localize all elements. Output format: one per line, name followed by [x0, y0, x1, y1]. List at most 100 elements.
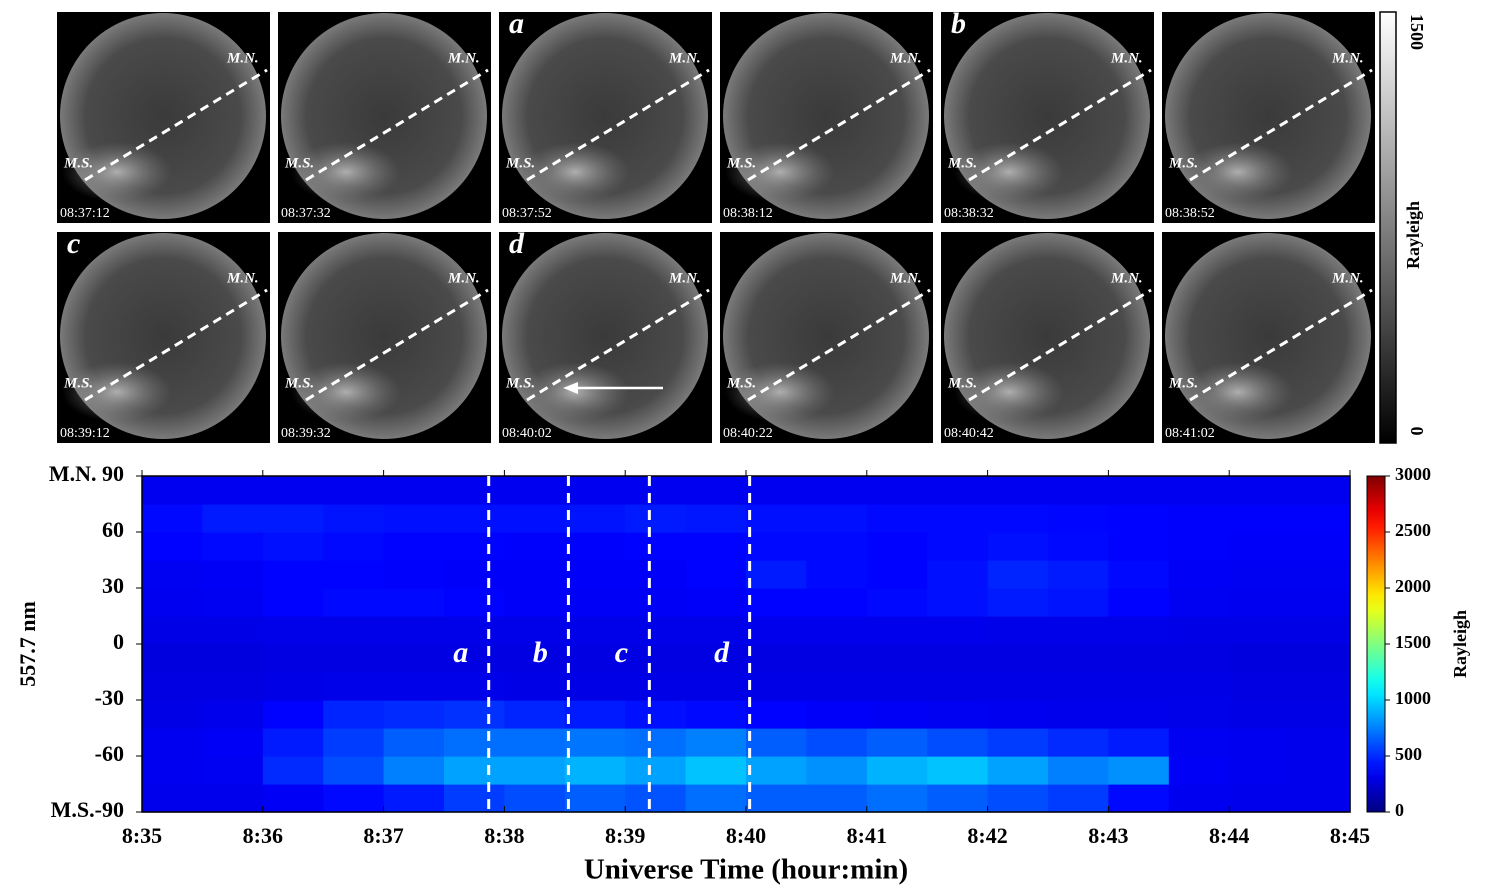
- south-label: M.S.: [726, 375, 756, 391]
- heat-cell: [806, 616, 868, 645]
- heat-cell: [806, 756, 868, 785]
- heat-cell: [323, 700, 385, 729]
- heat-cell: [1108, 532, 1170, 561]
- panel-letter: d: [509, 227, 525, 260]
- heat-cell: [202, 616, 264, 645]
- heat-cell: [262, 672, 324, 701]
- keogram: 8:35 8:36 8:37 8:38 8:39 8:40 8:41 8:42 8:43 8:44…: [15, 461, 1470, 886]
- heat-cell: [987, 588, 1049, 617]
- heat-cell: [142, 504, 203, 533]
- heat-cell: [202, 504, 264, 533]
- heat-cell: [625, 532, 687, 561]
- timestamp: 08:40:42: [944, 426, 994, 441]
- heat-cell: [323, 504, 385, 533]
- heat-cell: [202, 560, 264, 589]
- north-label: M.N.: [889, 50, 922, 66]
- heat-cell: [1048, 756, 1109, 785]
- heat-cell: [142, 588, 203, 617]
- heat-cell: [1048, 588, 1109, 617]
- heat-cell: [746, 728, 807, 757]
- heat-cell: [1289, 784, 1351, 813]
- heat-cell: [1289, 756, 1351, 785]
- meridian: [526, 68, 710, 182]
- heat-cell: [746, 644, 807, 673]
- heat-cell: [323, 476, 385, 505]
- heat-cell: [685, 700, 747, 729]
- south-label: M.S.: [947, 375, 977, 391]
- heat-cell: [625, 728, 687, 757]
- meridian: [747, 68, 931, 182]
- heat-cell: [383, 756, 445, 785]
- heat-cell: [1168, 784, 1230, 813]
- heat-cell: [444, 532, 505, 561]
- heat-cell: [444, 784, 505, 813]
- heat-cell: [383, 560, 445, 589]
- y-tick-label: 60: [102, 517, 124, 542]
- x-tick-label: 8:43: [1088, 823, 1128, 848]
- heat-cell: [383, 784, 445, 813]
- heat-cell: [1168, 504, 1230, 533]
- sky-panel: M.N. M.S. 08:37:12: [57, 12, 270, 223]
- aurora: [291, 142, 401, 202]
- heat-cell: [746, 616, 807, 645]
- heat-cell: [444, 504, 505, 533]
- aurora: [1183, 362, 1293, 422]
- heat-cell: [1168, 756, 1230, 785]
- heat-cell: [564, 728, 626, 757]
- panel-letter: a: [509, 7, 524, 40]
- y-tick-label: M.N. 90: [49, 461, 124, 486]
- south-label: M.S.: [63, 375, 93, 391]
- heat-cell: [866, 756, 928, 785]
- heat-cell: [564, 532, 626, 561]
- heat-cell: [927, 504, 989, 533]
- sky-panel: M.N. M.S. 08:41:02: [1162, 232, 1375, 443]
- heat-cell: [685, 784, 747, 813]
- y-tick-label: 30: [102, 573, 124, 598]
- heat-cell: [504, 560, 566, 589]
- north-label: M.N.: [226, 270, 259, 286]
- heat-cell: [444, 700, 505, 729]
- heat-cell: [685, 616, 747, 645]
- heat-cell: [1289, 728, 1351, 757]
- south-label: M.S.: [284, 375, 314, 391]
- heat-cell: [806, 644, 868, 673]
- meridian: [84, 68, 268, 182]
- heat-cell: [1048, 644, 1109, 673]
- heat-cell: [262, 476, 324, 505]
- colorbar-tick-label: 2000: [1395, 576, 1431, 596]
- heat-cell: [1108, 700, 1170, 729]
- heat-cell: [625, 756, 687, 785]
- heat-cell: [444, 476, 505, 505]
- sky-panel: M.N. M.S. 08:39:12 c: [57, 227, 270, 443]
- heat-cell: [625, 784, 687, 813]
- heat-cell: [746, 588, 807, 617]
- heat-cell: [987, 784, 1049, 813]
- heat-cell: [1289, 504, 1351, 533]
- heat-cell: [625, 700, 687, 729]
- heat-cell: [685, 560, 747, 589]
- heat-cell: [685, 504, 747, 533]
- heat-cell: [1048, 476, 1109, 505]
- heat-cell: [323, 672, 385, 701]
- heat-cell: [927, 616, 989, 645]
- heat-cell: [927, 532, 989, 561]
- heat-cell: [927, 784, 989, 813]
- heat-cell: [685, 728, 747, 757]
- heat-cell: [1289, 616, 1351, 645]
- x-tick-label: 8:39: [605, 823, 645, 848]
- heat-cell: [142, 672, 203, 701]
- heat-cell: [504, 504, 566, 533]
- event-letter: c: [615, 636, 628, 669]
- heat-cell: [806, 560, 868, 589]
- sky-panel: M.N. M.S. 08:38:52: [1162, 12, 1375, 223]
- heat-cell: [1048, 616, 1109, 645]
- heat-cell: [927, 728, 989, 757]
- heat-cell: [1168, 560, 1230, 589]
- meridian: [968, 288, 1152, 402]
- heat-cell: [504, 700, 566, 729]
- heat-cell: [504, 476, 566, 505]
- heat-cell: [927, 560, 989, 589]
- aurora: [725, 362, 835, 422]
- timestamp: 08:38:52: [1165, 206, 1215, 221]
- sky-panel: M.N. M.S. 08:40:22: [720, 232, 933, 443]
